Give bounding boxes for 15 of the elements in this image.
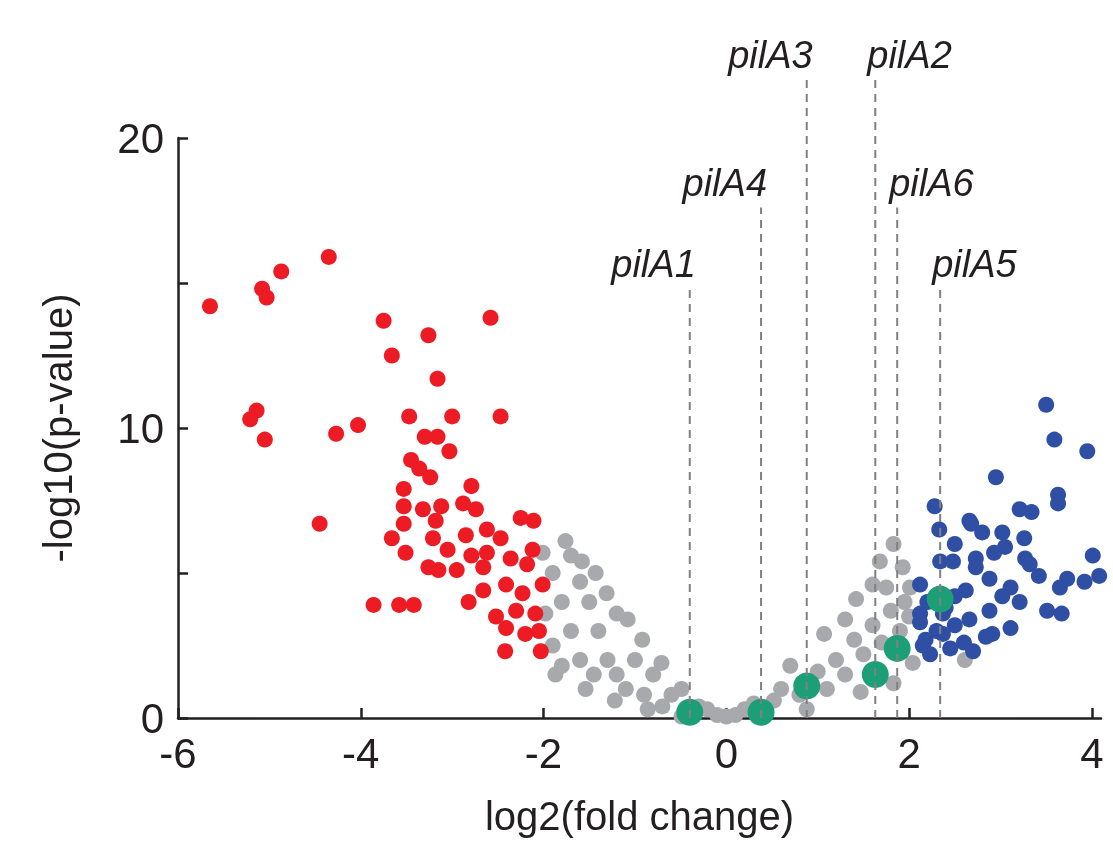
- y-tick-label: 10: [117, 404, 164, 452]
- ref-line-label: pilA4: [681, 161, 768, 204]
- ref-line-label: pilA6: [888, 161, 975, 204]
- x-tick-label: -4: [342, 729, 380, 777]
- ref-line-label: pilA2: [866, 34, 952, 76]
- x-tick-label: 0: [714, 729, 738, 777]
- x-axis-title: log2(fold change): [484, 794, 795, 838]
- y-axis-title: -log10(p-value): [36, 293, 80, 563]
- ref-line-label: pilA5: [931, 242, 1018, 285]
- x-tick-label: 2: [897, 729, 921, 777]
- ref-line-label: pilA1: [610, 242, 696, 285]
- x-tick-label: 4: [1080, 729, 1104, 777]
- y-tick-label: 20: [117, 114, 164, 162]
- ref-line-label: pilA3: [727, 34, 813, 76]
- x-tick-label: -2: [524, 729, 563, 777]
